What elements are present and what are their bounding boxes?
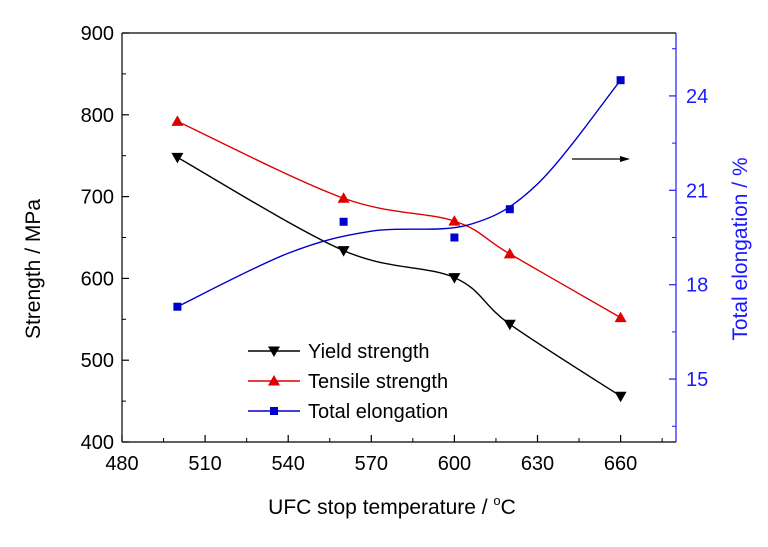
x-tick-label: 660 [604,453,637,475]
x-axis-label-unit: C [501,496,516,519]
y2-tick-label: 18 [686,275,708,297]
legend-total-elongation-marker [270,407,278,415]
y2-tick-label: 24 [686,86,708,108]
yield-strength-point [337,246,350,257]
total-elongation-point [450,233,459,242]
yield-strength-point [171,152,184,164]
x-tick-label: 570 [355,453,388,475]
total-elongation-point [505,205,514,214]
x-axis-label-degree: o [493,493,500,508]
x-tick-label: 510 [188,453,221,475]
y-axis-label: Strength / MPa [22,199,45,339]
legend-total-elongation-label: Total elongation [308,401,448,423]
x-tick-label: 630 [521,453,554,475]
x-tick-label: 540 [272,453,305,475]
y-tick-label: 900 [81,23,114,45]
tensile-strength-point [448,215,461,226]
y-tick-label: 400 [81,432,114,454]
x-axis-label-main: UFC stop temperature / [268,496,493,519]
yield-strength-point [448,273,461,284]
x-tick-label: 480 [105,453,138,475]
legend-tensile-strength-marker [268,375,280,386]
y-tick-label: 800 [81,105,114,127]
y-tick-label: 700 [81,187,114,209]
x-axis-label: UFC stop temperature / oC [268,493,516,519]
tensile-strength-point [337,192,350,203]
y2-axis-label: Total elongation / % [729,157,752,340]
annotation-arrow-head [620,156,630,162]
yield-strength-point [614,391,627,403]
legend-yield-strength-label: Yield strength [308,341,430,363]
tensile-strength-point [614,311,627,323]
total-elongation-point [173,302,182,311]
legend-yield-strength-marker [268,346,280,357]
y2-tick-label: 15 [686,369,708,391]
total-elongation-point [339,217,348,226]
tensile-strength-point [171,115,184,126]
x-tick-label: 600 [438,453,471,475]
tensile-strength-line [177,120,621,319]
tensile-strength-point [503,247,516,259]
total-elongation-point [616,76,625,85]
yield-strength-point [503,319,516,331]
total-elongation-line [177,79,622,308]
y-tick-label: 600 [81,268,114,290]
y-tick-label: 500 [81,350,114,372]
legend-tensile-strength-label: Tensile strength [308,371,448,393]
y2-tick-label: 21 [686,180,708,202]
yield-strength-line [177,156,621,397]
